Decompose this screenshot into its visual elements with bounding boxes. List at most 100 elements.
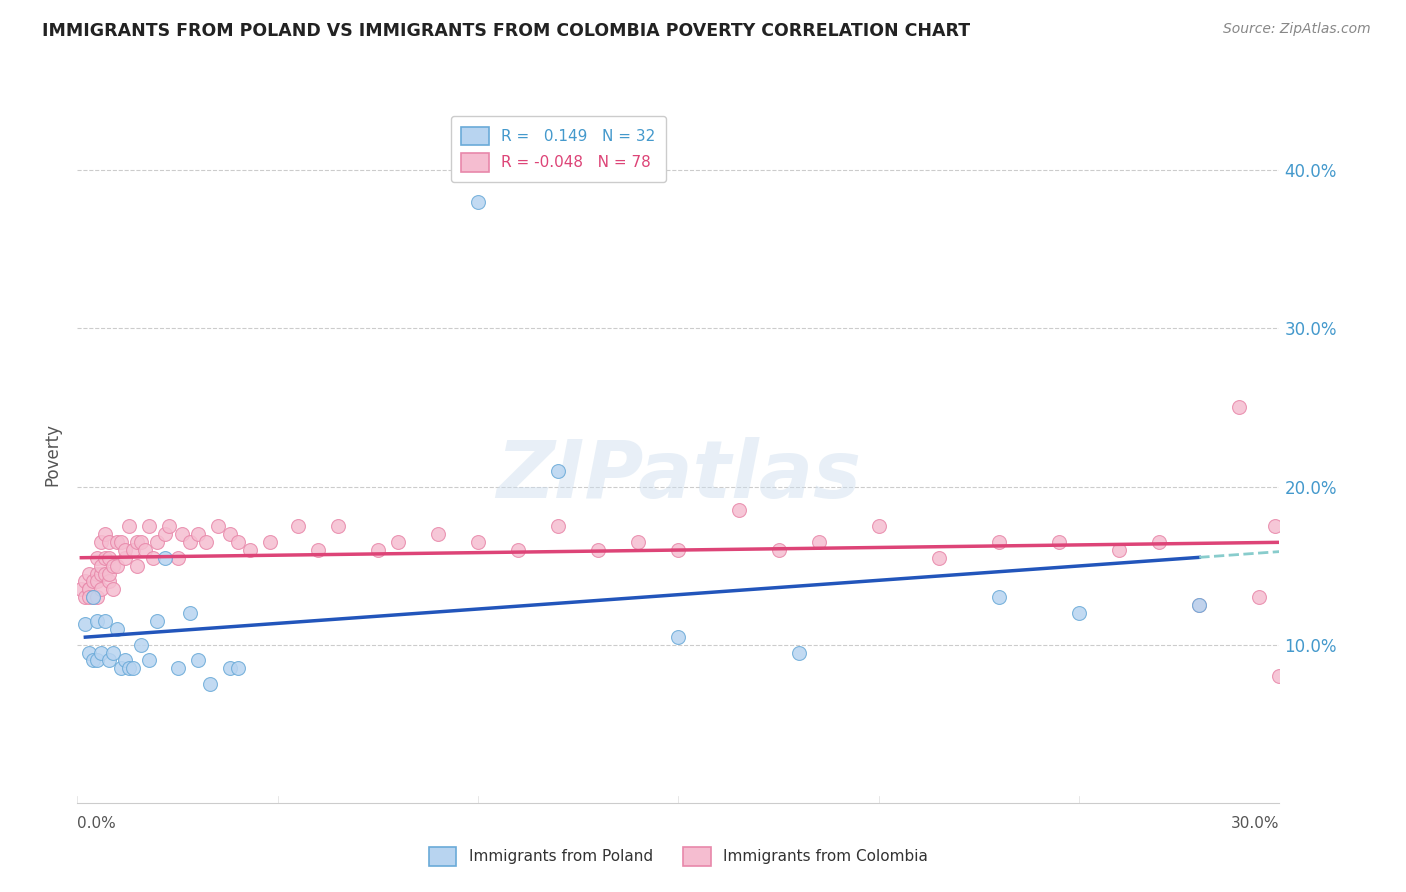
Point — [107, 534, 129, 549]
Point — [155, 527, 177, 541]
Point — [1268, 669, 1291, 683]
Point — [114, 653, 136, 667]
Point — [90, 534, 112, 549]
Point — [988, 591, 1011, 605]
Legend: Immigrants from Poland, Immigrants from Colombia: Immigrants from Poland, Immigrants from … — [423, 841, 934, 871]
Point — [103, 558, 125, 573]
Point — [179, 534, 201, 549]
Point — [110, 534, 132, 549]
Point — [86, 614, 108, 628]
Point — [1069, 606, 1091, 620]
Point — [367, 542, 389, 557]
Point — [103, 646, 125, 660]
Point — [768, 542, 790, 557]
Point — [118, 519, 141, 533]
Point — [94, 566, 117, 581]
Point — [86, 591, 108, 605]
Point — [86, 550, 108, 565]
Point — [547, 519, 569, 533]
Point — [138, 519, 160, 533]
Y-axis label: Poverty: Poverty — [44, 424, 62, 486]
Point — [82, 574, 104, 589]
Point — [82, 591, 104, 605]
Point — [787, 646, 810, 660]
Point — [1264, 519, 1286, 533]
Point — [94, 550, 117, 565]
Point — [807, 534, 830, 549]
Point — [142, 550, 165, 565]
Text: IMMIGRANTS FROM POLAND VS IMMIGRANTS FROM COLOMBIA POVERTY CORRELATION CHART: IMMIGRANTS FROM POLAND VS IMMIGRANTS FRO… — [42, 22, 970, 40]
Point — [387, 534, 409, 549]
Point — [166, 661, 188, 675]
Point — [79, 582, 101, 597]
Point — [75, 591, 97, 605]
Point — [86, 574, 108, 589]
Point — [98, 653, 121, 667]
Point — [75, 617, 97, 632]
Point — [94, 527, 117, 541]
Text: Source: ZipAtlas.com: Source: ZipAtlas.com — [1223, 22, 1371, 37]
Point — [107, 558, 129, 573]
Point — [1149, 534, 1171, 549]
Point — [82, 653, 104, 667]
Point — [155, 550, 177, 565]
Point — [90, 582, 112, 597]
Point — [131, 534, 153, 549]
Point — [239, 542, 262, 557]
Point — [1249, 591, 1271, 605]
Point — [159, 519, 181, 533]
Point — [79, 646, 101, 660]
Point — [508, 542, 530, 557]
Point — [427, 527, 450, 541]
Point — [114, 542, 136, 557]
Point — [187, 653, 209, 667]
Point — [627, 534, 650, 549]
Point — [868, 519, 890, 533]
Text: 0.0%: 0.0% — [77, 816, 117, 830]
Point — [90, 646, 112, 660]
Point — [146, 614, 169, 628]
Point — [138, 653, 160, 667]
Point — [226, 534, 249, 549]
Point — [90, 566, 112, 581]
Point — [94, 614, 117, 628]
Point — [194, 534, 217, 549]
Text: ZIPatlas: ZIPatlas — [496, 437, 860, 515]
Point — [179, 606, 201, 620]
Point — [79, 582, 101, 597]
Point — [1229, 401, 1251, 415]
Point — [82, 591, 104, 605]
Point — [103, 582, 125, 597]
Point — [98, 574, 121, 589]
Point — [146, 534, 169, 549]
Point — [207, 519, 229, 533]
Point — [668, 630, 690, 644]
Point — [187, 527, 209, 541]
Point — [1188, 598, 1211, 612]
Point — [1047, 534, 1070, 549]
Point — [166, 550, 188, 565]
Point — [75, 574, 97, 589]
Point — [118, 661, 141, 675]
Point — [1108, 542, 1130, 557]
Point — [326, 519, 349, 533]
Point — [259, 534, 281, 549]
Point — [467, 534, 489, 549]
Point — [928, 550, 950, 565]
Point — [110, 661, 132, 675]
Point — [79, 566, 101, 581]
Point — [988, 534, 1011, 549]
Text: 30.0%: 30.0% — [1232, 816, 1279, 830]
Point — [727, 503, 749, 517]
Point — [131, 638, 153, 652]
Point — [226, 661, 249, 675]
Point — [98, 534, 121, 549]
Point — [588, 542, 610, 557]
Point — [307, 542, 329, 557]
Point — [86, 653, 108, 667]
Point — [467, 194, 489, 209]
Point — [134, 542, 156, 557]
Point — [218, 661, 240, 675]
Point — [107, 622, 129, 636]
Point — [547, 464, 569, 478]
